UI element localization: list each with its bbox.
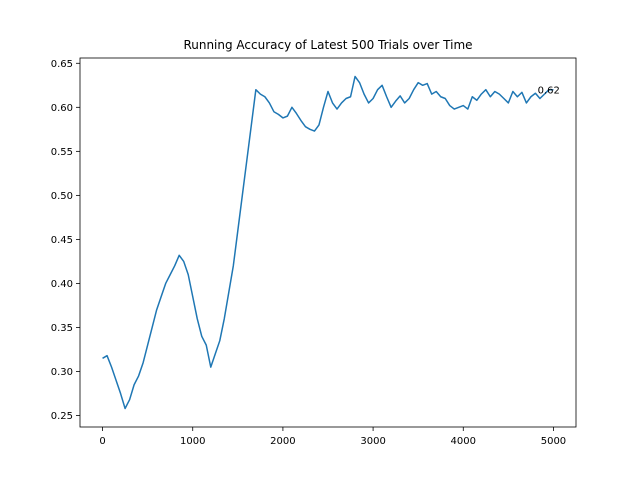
plot-frame <box>79 57 577 428</box>
x-tick-label: 5000 <box>541 436 566 447</box>
y-tick-label: 0.50 <box>51 191 73 202</box>
x-tick-label: 0 <box>99 436 105 447</box>
y-tick-label: 0.25 <box>51 411 73 422</box>
y-tick-label: 0.65 <box>51 59 73 70</box>
series-line-0 <box>102 75 554 410</box>
x-tick-label: 2000 <box>270 436 295 447</box>
x-tick-label: 3000 <box>360 436 385 447</box>
value-annotation: 0.62 <box>538 86 560 97</box>
chart-title: Running Accuracy of Latest 500 Trials ov… <box>183 38 472 52</box>
x-tick-label: 4000 <box>451 436 476 447</box>
y-tick-label: 0.55 <box>51 147 73 158</box>
y-axis: 0.25 0.30 0.35 0.40 0.45 0.50 0.55 0.60 0.65 <box>51 59 80 422</box>
y-tick-label: 0.45 <box>51 235 73 246</box>
x-tick-label: 1000 <box>180 436 205 447</box>
y-tick-label: 0.60 <box>51 103 73 114</box>
x-axis: 0 1000 2000 3000 4000 5000 <box>99 427 566 447</box>
annotation-layer: 0.62 <box>538 86 560 97</box>
plot-area <box>79 57 577 428</box>
y-tick-label: 0.35 <box>51 323 73 334</box>
y-tick-label: 0.30 <box>51 367 73 378</box>
y-tick-label: 0.40 <box>51 279 73 290</box>
